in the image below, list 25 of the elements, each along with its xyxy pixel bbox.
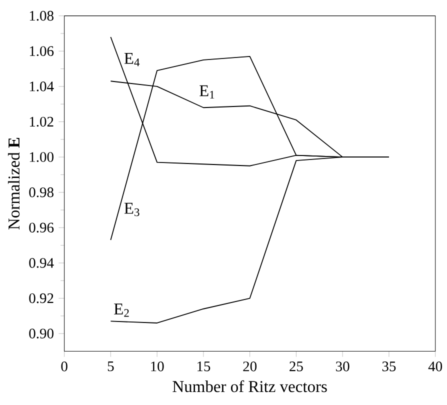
series-label: E$_{2}$ [114, 304, 129, 317]
y-tick-label: 1.00 [30, 152, 54, 162]
y-tick-label: 1.04 [30, 82, 54, 92]
x-tick-label: 15 [197, 362, 210, 372]
x-tick-label: 35 [382, 362, 396, 372]
series-label: E$_{4}$ [124, 53, 140, 66]
x-tick-label: 30 [336, 362, 350, 372]
x-tick-label: 40 [428, 362, 442, 372]
y-axis-title: Normalized E [8, 138, 20, 230]
y-tick-label: 1.02 [30, 116, 54, 127]
y-tick-label: 1.08 [30, 11, 54, 21]
x-axis-title: Number of Ritz vectors [172, 380, 327, 392]
x-tick-label: 20 [243, 362, 257, 372]
series-label: E$_{1}$ [200, 86, 214, 99]
y-tick-label: 0.90 [29, 328, 54, 339]
series-label: E$_{3}$ [124, 203, 140, 216]
y-tick-label: 0.96 [29, 222, 54, 233]
x-tick-label: 25 [290, 362, 303, 372]
y-tick-label: 1.06 [30, 46, 54, 56]
x-tick-label: 5 [108, 362, 114, 372]
x-tick-label: 10 [151, 362, 164, 372]
y-tick-label: 0.94 [29, 258, 54, 268]
y-tick-label: 0.92 [29, 294, 54, 304]
y-tick-label: 0.98 [29, 188, 54, 198]
x-tick-label: 0 [61, 362, 68, 372]
